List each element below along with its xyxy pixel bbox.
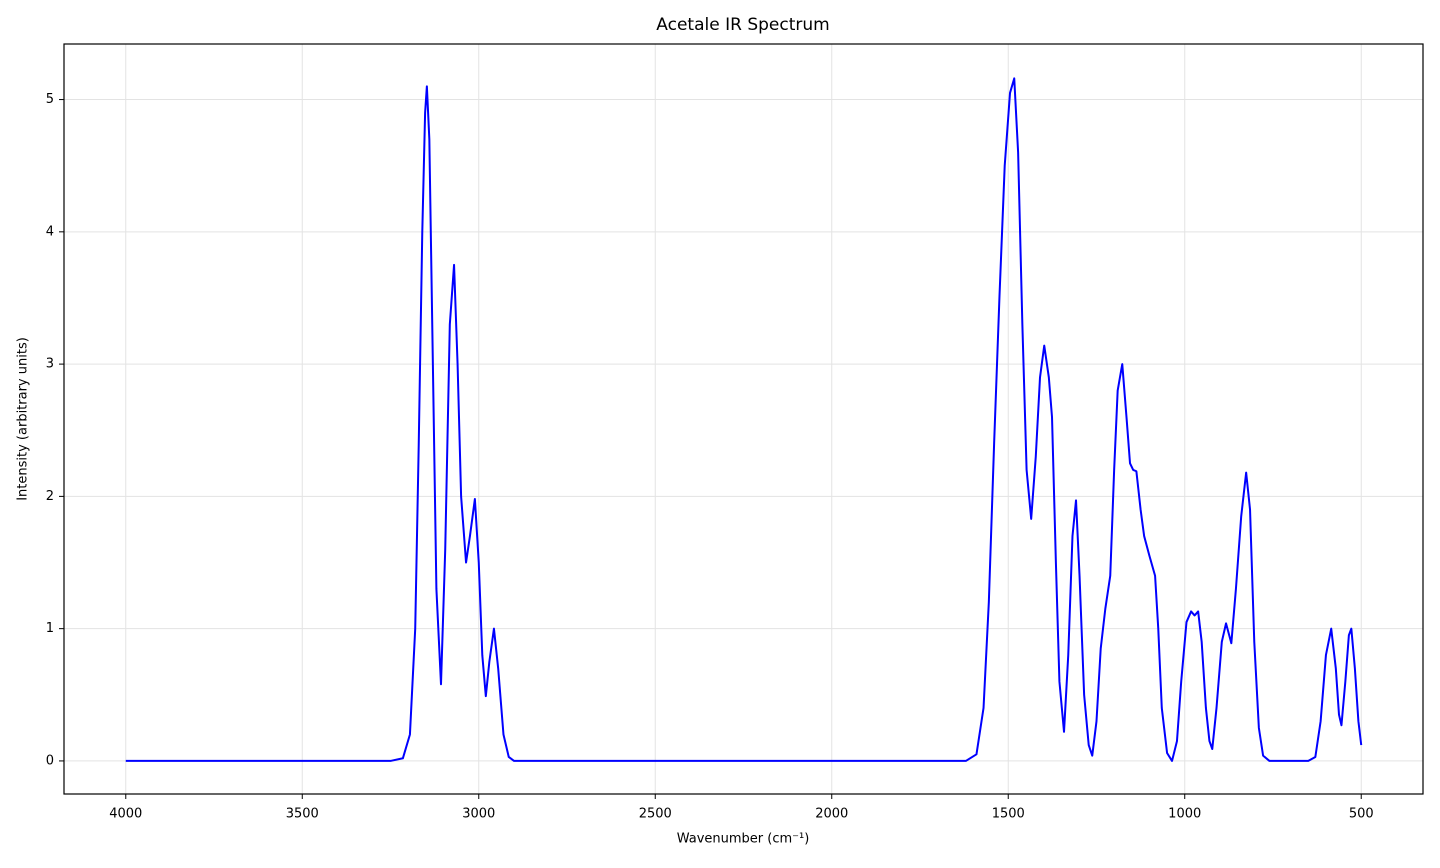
y-axis-label: Intensity (arbitrary units): [16, 337, 31, 501]
chart-title: Acetale IR Spectrum: [656, 15, 829, 35]
x-tick-label: 1500: [992, 807, 1025, 822]
plot-frame: [63, 43, 1424, 795]
y-tick-label: 5: [46, 92, 54, 107]
x-tick-label: 4000: [109, 807, 142, 822]
y-tick-label: 2: [46, 489, 54, 504]
x-tick-label: 1000: [1168, 807, 1201, 822]
x-axis-label: Wavenumber (cm⁻¹): [677, 832, 810, 847]
x-tick-label: 2500: [639, 807, 672, 822]
y-tick-label: 4: [46, 224, 54, 239]
y-tick-label: 1: [46, 621, 54, 636]
spectrum-line: [125, 77, 1363, 762]
x-tick-label: 500: [1349, 807, 1374, 822]
x-tick-label: 2000: [815, 807, 848, 822]
x-tick-label: 3000: [462, 807, 495, 822]
x-tick-label: 3500: [286, 807, 319, 822]
y-tick-label: 3: [46, 357, 54, 372]
y-tick-label: 0: [46, 753, 54, 768]
